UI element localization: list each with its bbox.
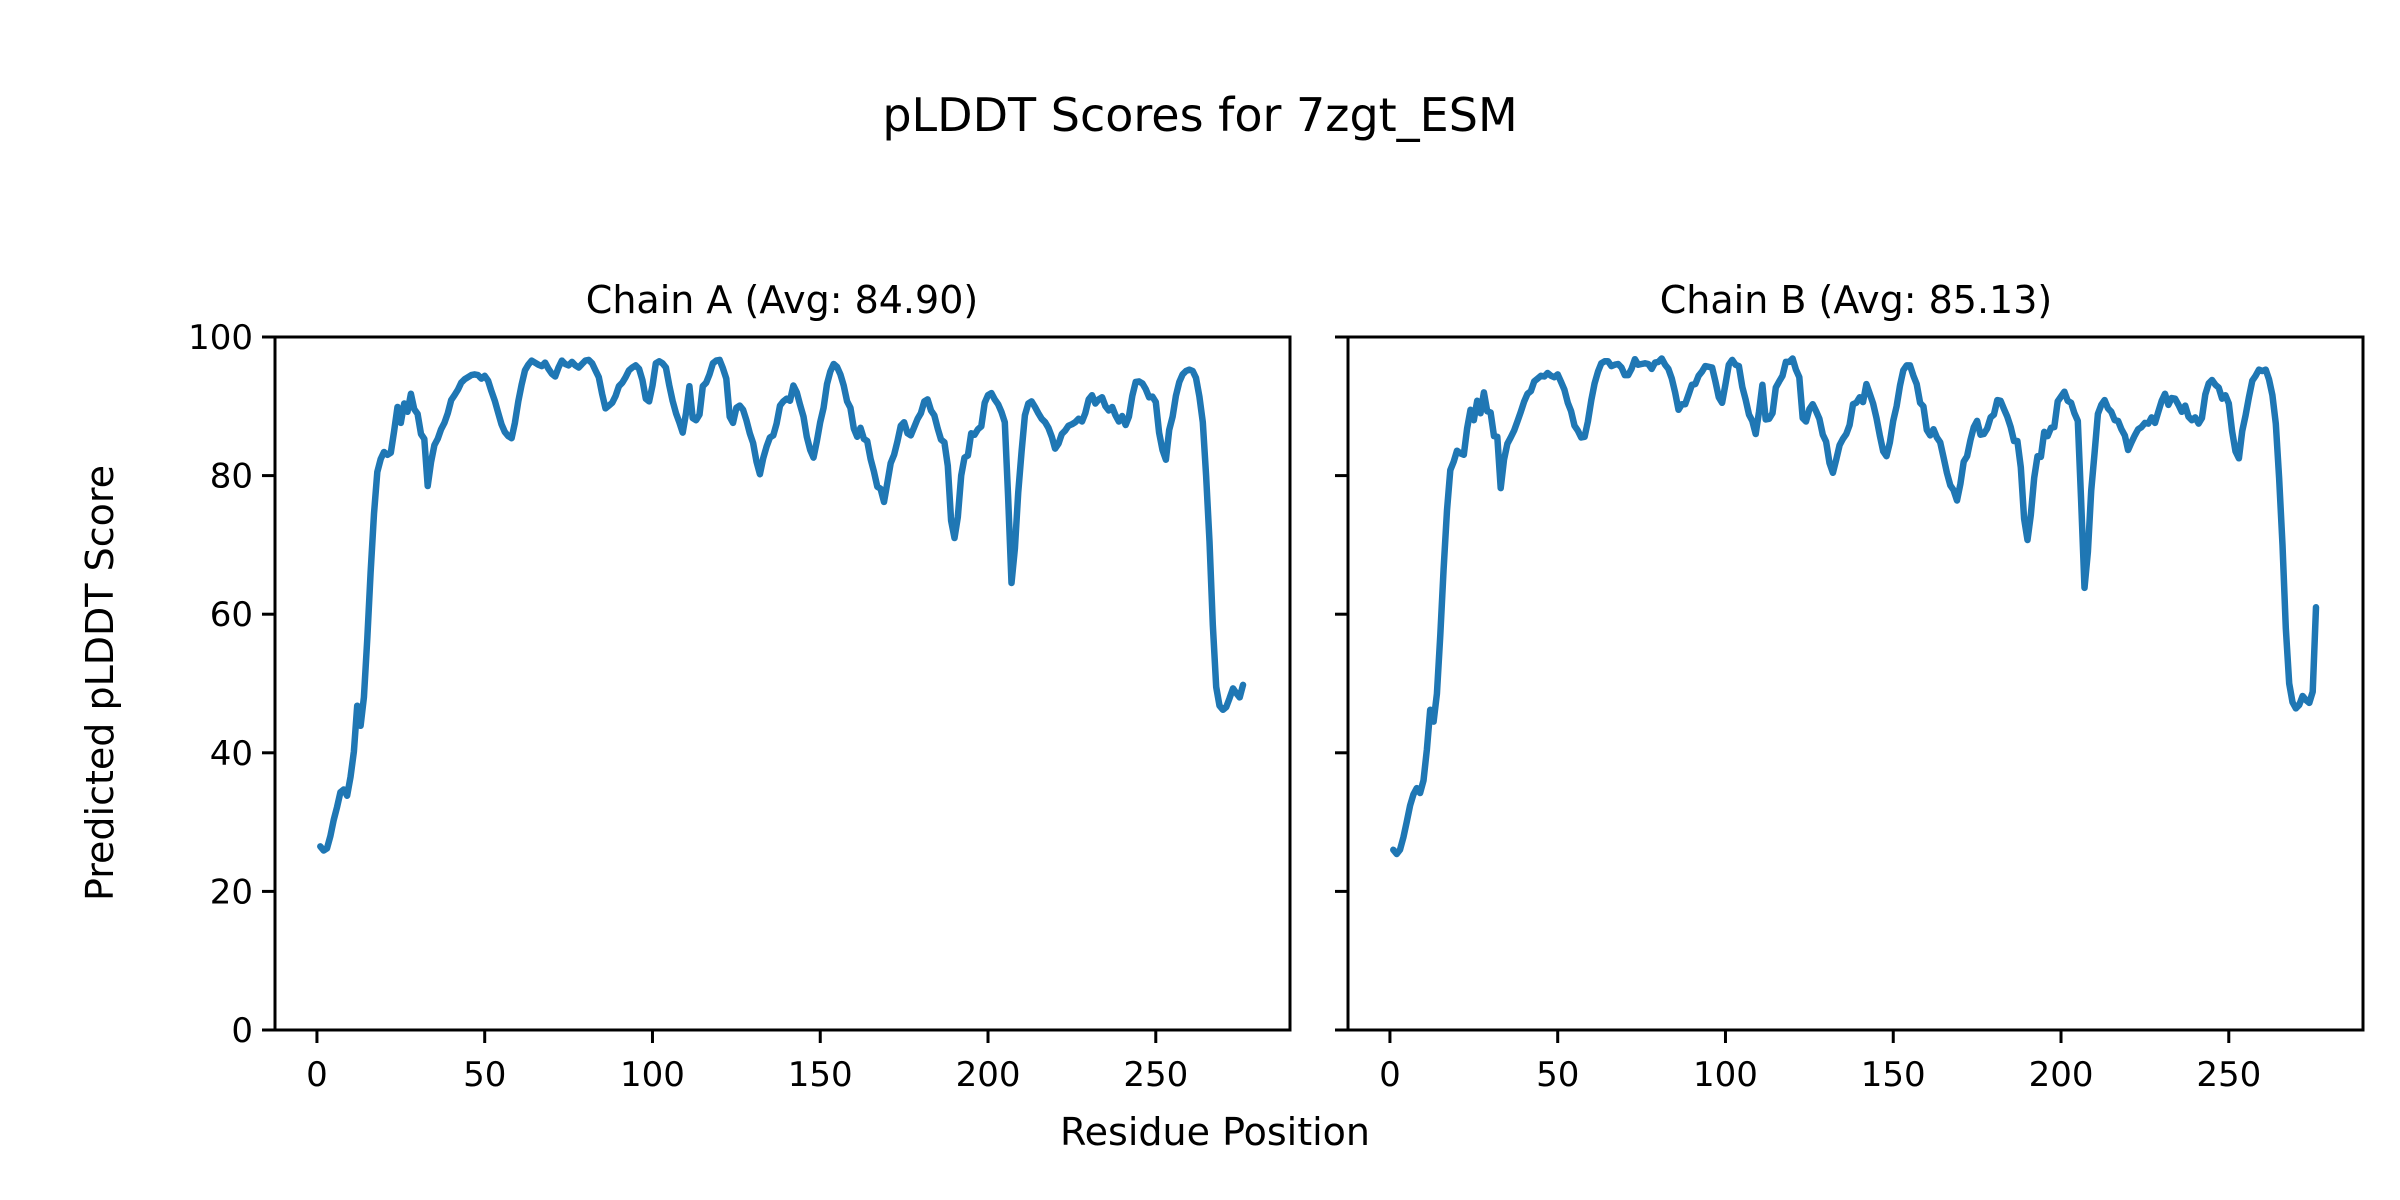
chain-b-xtick-label: 100 [1693,1055,1758,1095]
chain-a-plddt-line [317,356,1247,854]
chain-b-xtick-label: 200 [2029,1055,2094,1095]
chain-a-xtick-label: 100 [620,1055,685,1095]
chain-a-ytick-label: 100 [188,318,253,358]
chain-a-ytick-label: 20 [210,872,253,912]
chain-a-xtick-label: 150 [788,1055,853,1095]
chain-a-ytick-label: 0 [231,1011,253,1051]
chain-b-spines [1346,335,2365,1032]
chain-a-xtick-label: 200 [956,1055,1021,1095]
chain-a-ytick-label: 60 [210,595,253,635]
chain-b-axes: 0 50 100 150 200 250 [1335,335,2365,1095]
chain-a-xtick-label: 50 [463,1055,506,1095]
chain-b-xtick-label: 0 [1379,1055,1401,1095]
chain-b-xtick-label: 150 [1861,1055,1926,1095]
chain-b-title: Chain B (Avg: 85.13) [1659,278,2053,322]
chain-b-xtick-label: 50 [1536,1055,1579,1095]
chain-a-xtick-label: 250 [1123,1055,1188,1095]
chain-a-title: Chain A (Avg: 84.90) [585,278,979,322]
chain-a-spines [273,335,1292,1032]
x-axis-label: Residue Position [1059,1110,1371,1154]
chain-a-xtick-label: 0 [306,1055,328,1095]
chain-a-ytick-label: 40 [210,734,253,774]
chain-b-xtick-label: 250 [2196,1055,2261,1095]
chain-a-ytick-label: 80 [210,457,253,497]
chain-b-plddt-line [1390,355,2320,858]
figure-suptitle: pLDDT Scores for 7zgt_ESM [882,88,1518,142]
chain-a-axes: 0 50 100 150 200 250 0 20 40 60 80 100 [188,318,1292,1095]
